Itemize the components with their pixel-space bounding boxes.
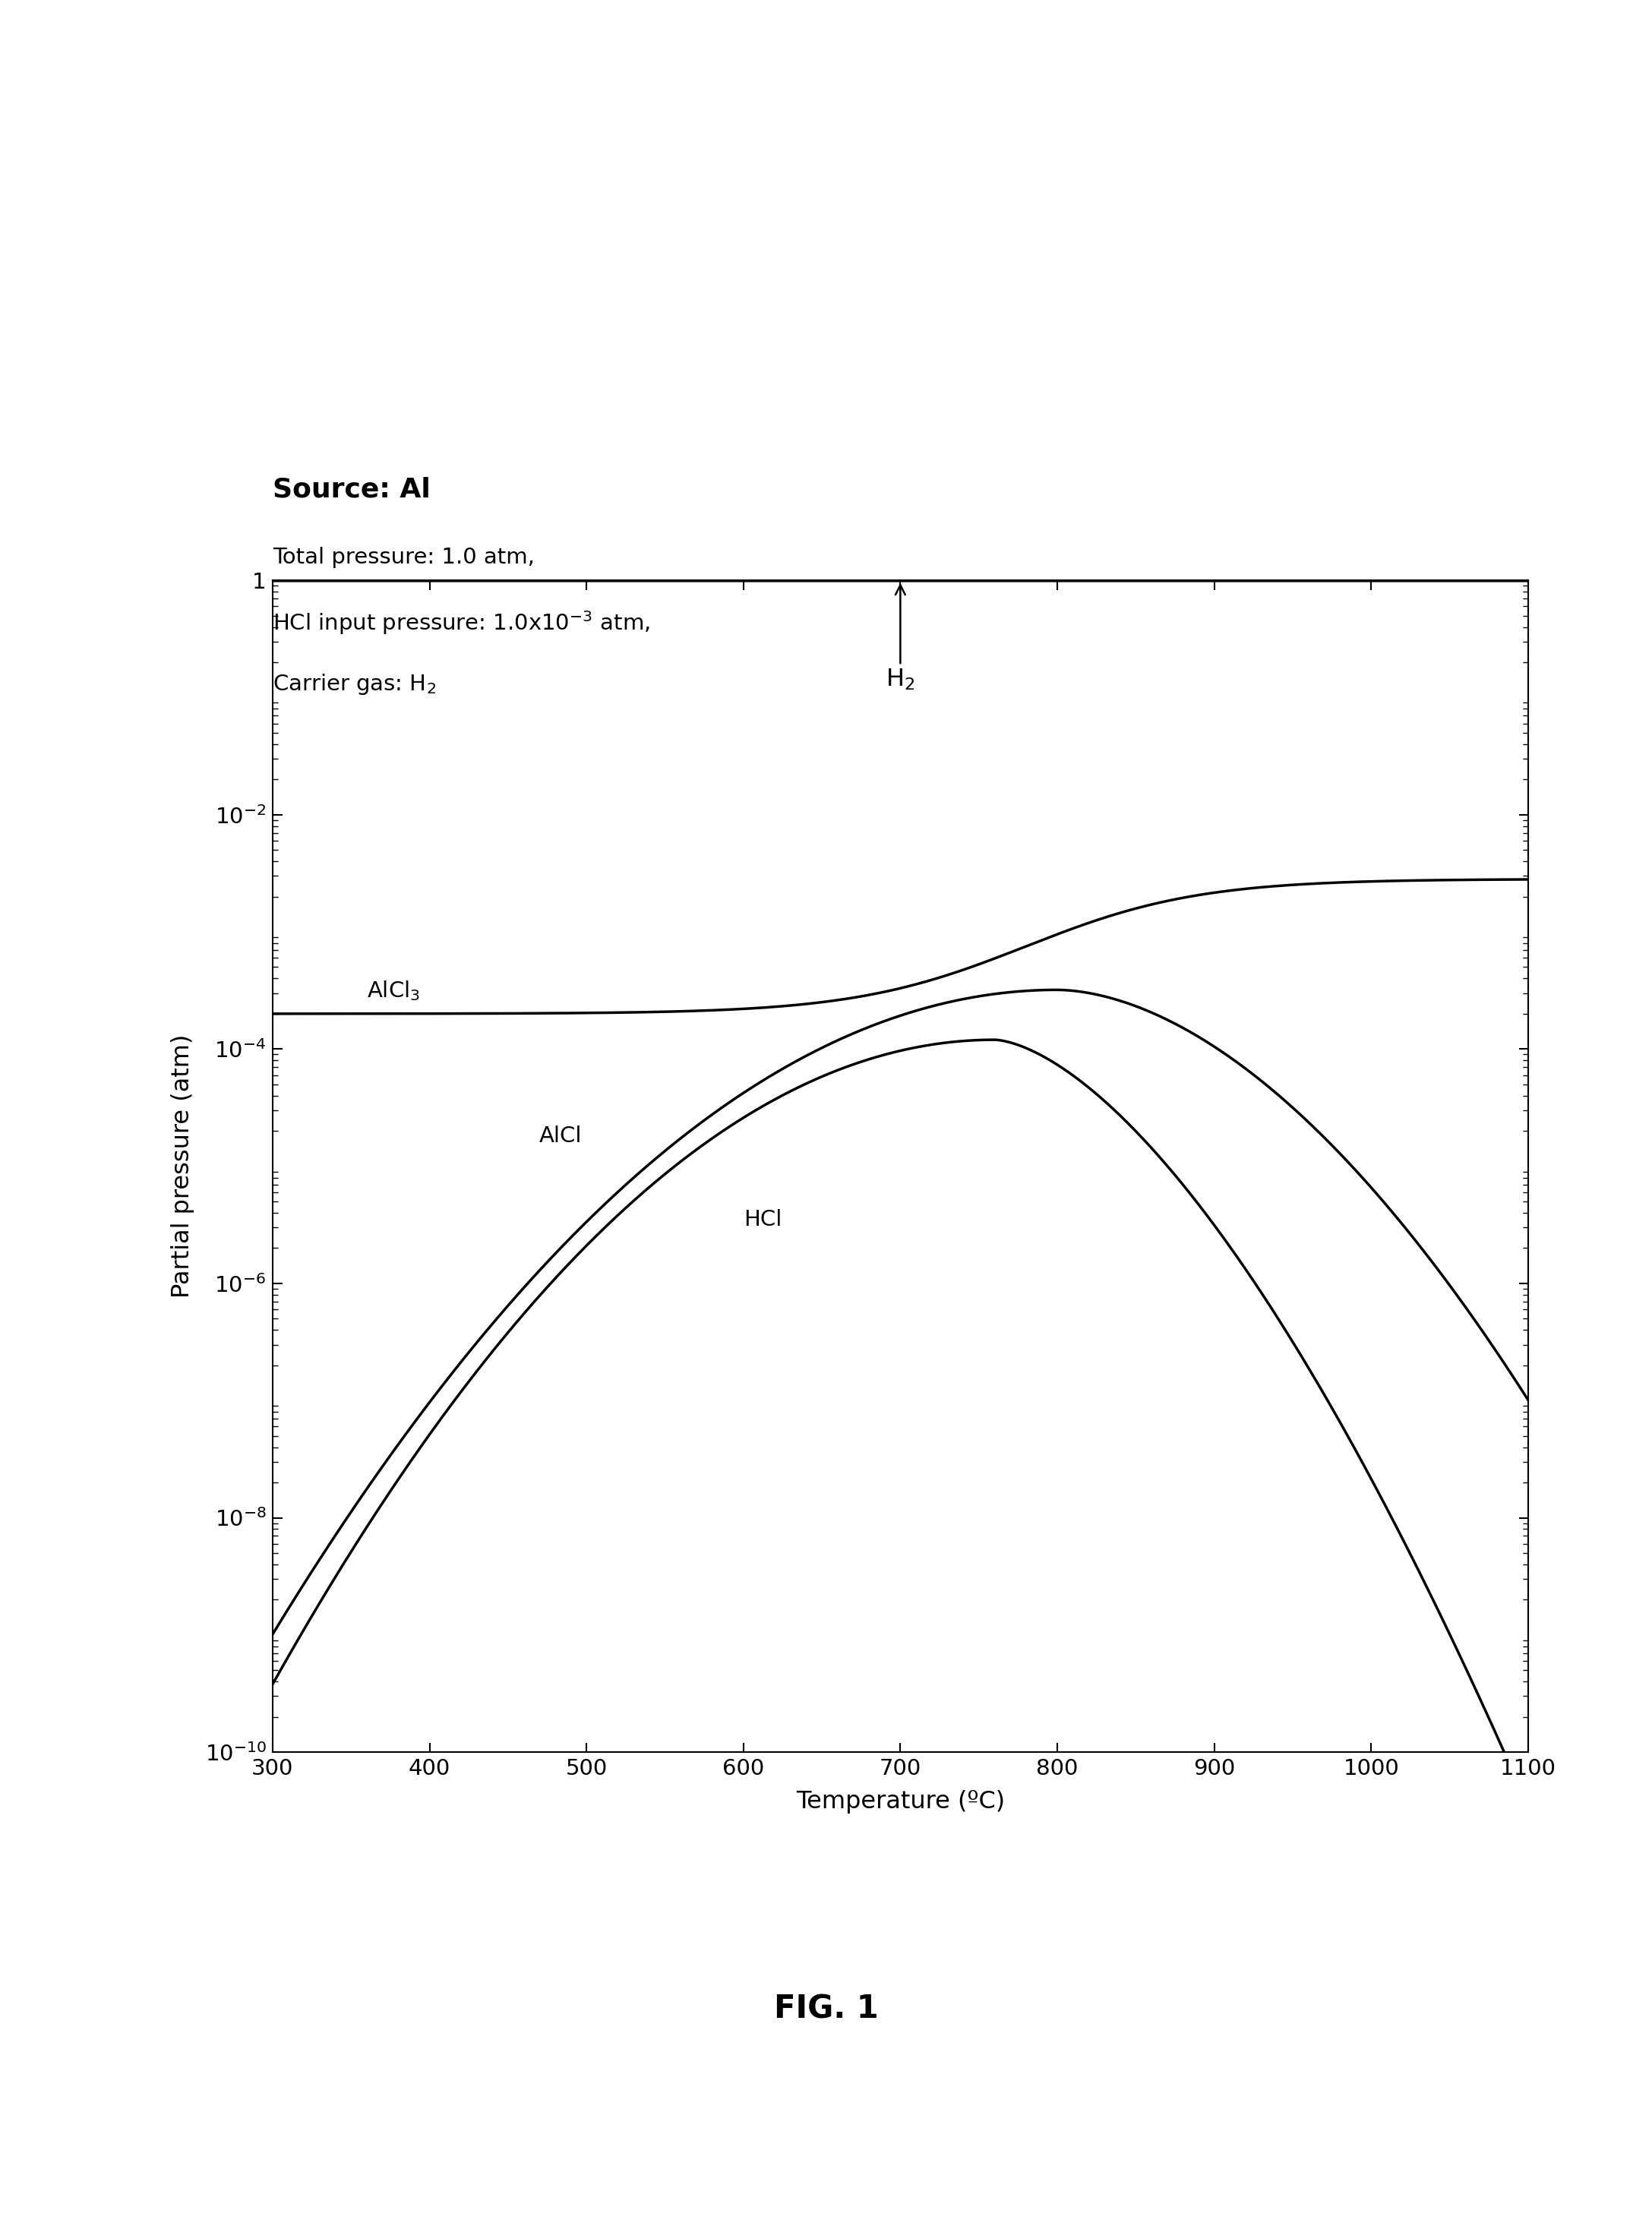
Text: H$_2$: H$_2$ — [885, 585, 915, 692]
Text: HCl: HCl — [743, 1210, 781, 1230]
Text: Source: Al: Source: Al — [273, 475, 431, 502]
Text: FIG. 1: FIG. 1 — [773, 1993, 879, 2024]
Text: Carrier gas: H$_2$: Carrier gas: H$_2$ — [273, 672, 436, 696]
Y-axis label: Partial pressure (atm): Partial pressure (atm) — [170, 1033, 195, 1299]
Text: HCl input pressure: 1.0x10$^{-3}$ atm,: HCl input pressure: 1.0x10$^{-3}$ atm, — [273, 609, 649, 636]
Text: AlCl: AlCl — [539, 1125, 582, 1147]
X-axis label: Temperature (ºC): Temperature (ºC) — [796, 1790, 1004, 1815]
Text: AlCl$_3$: AlCl$_3$ — [367, 980, 420, 1002]
Text: Total pressure: 1.0 atm,: Total pressure: 1.0 atm, — [273, 547, 535, 569]
